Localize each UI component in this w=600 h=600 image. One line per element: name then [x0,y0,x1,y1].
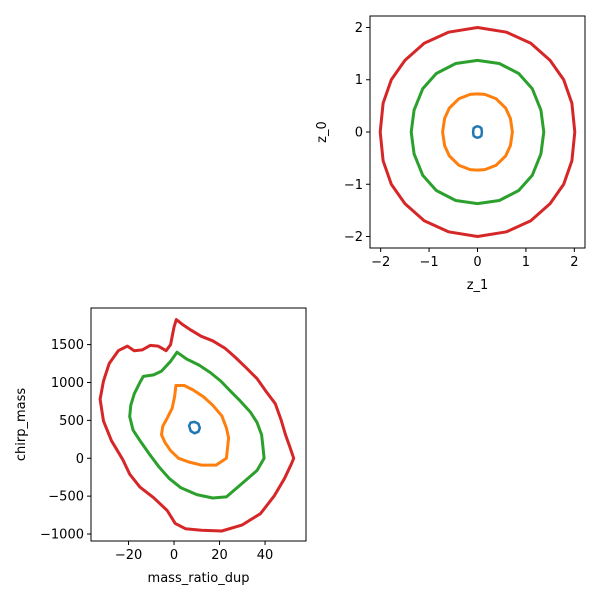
y-tick-label: 0 [355,126,363,141]
y-tick-label: 0 [76,452,84,467]
y-axis-label: chirp_mass [14,388,29,461]
y-tick-label: −1000 [40,528,84,543]
x-tick-label: 1 [522,255,530,270]
x-tick-label: −20 [115,548,142,563]
x-tick-label: −1 [419,255,438,270]
x-tick-label: 20 [211,548,228,563]
y-tick-label: −2 [344,230,363,245]
y-tick-label: 1000 [51,376,84,391]
series-2-contour [128,350,266,500]
x-axis-label: mass_ratio_dup [148,571,250,586]
series-0-contour [187,420,202,435]
x-tick-label: 0 [170,548,178,563]
series-2-contour [409,58,546,206]
series-1-contour [160,384,231,467]
x-tick-label: −2 [371,255,390,270]
series-0-contour [471,125,484,139]
plot-frame [369,15,586,249]
x-tick-label: 40 [257,548,274,563]
plot-frame [90,307,307,542]
y-tick-label: 2 [355,21,363,36]
x-tick-label: 0 [473,255,481,270]
y-tick-label: −1 [344,178,363,193]
y-tick-label: −500 [48,490,84,505]
series-3-contour [98,318,296,533]
y-axis-label: z_0 [315,121,330,143]
y-tick-label: 1 [355,73,363,88]
latent-panel: −2 −1 0 1 2 −2 −1 0 1 2 z_1 z_0 [315,15,586,293]
y-tick-label: 500 [59,414,84,429]
series-3-contour [378,26,577,238]
mass-panel: −20 0 20 40 −1000 −500 0 500 1000 1500 mass_ratio_… [14,307,307,586]
x-tick-label: 2 [570,255,578,270]
y-tick-label: 1500 [51,338,84,353]
x-axis-label: z_1 [467,278,489,293]
series-1-contour [441,92,514,172]
